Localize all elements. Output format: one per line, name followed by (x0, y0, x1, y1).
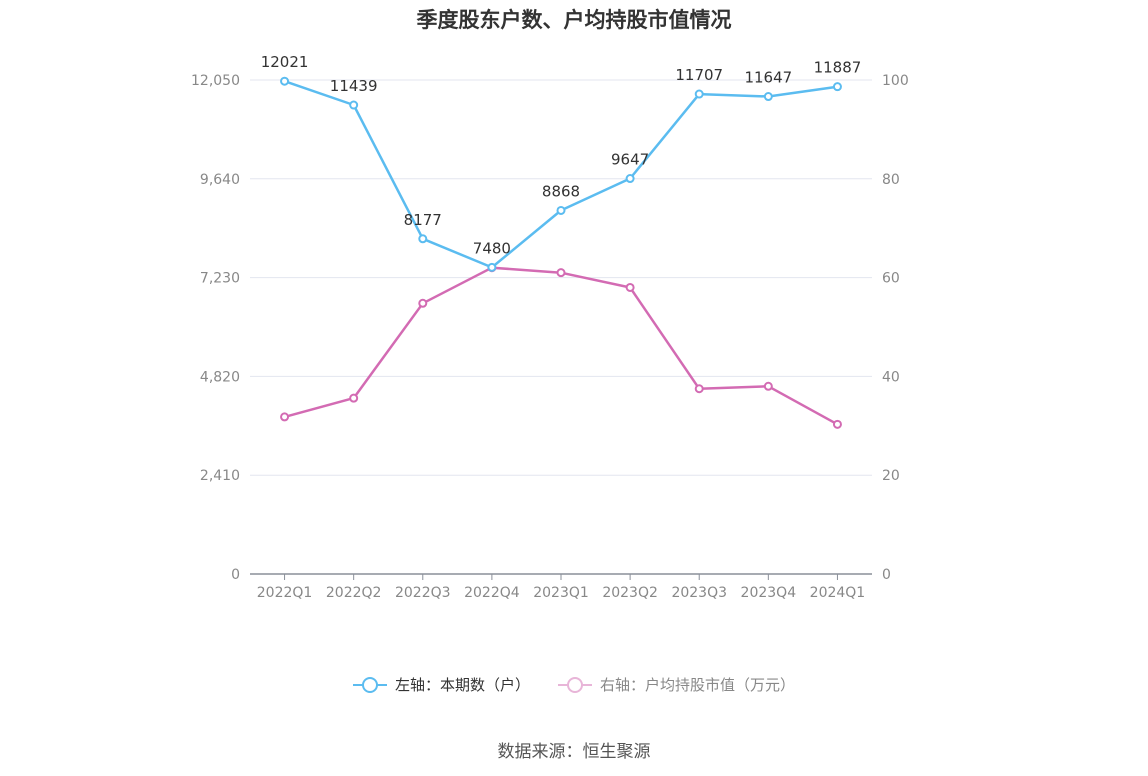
x-tick-label: 2022Q1 (257, 585, 313, 601)
series-line-left (284, 80, 838, 269)
data-label: 8177 (404, 211, 442, 229)
data-point-right (418, 298, 428, 308)
x-tick-label: 2023Q3 (671, 585, 727, 601)
data-label: 7480 (473, 239, 511, 257)
data-point-right (694, 384, 704, 394)
legend-item-left-axis[interactable]: 左轴：本期数（户） (352, 674, 530, 695)
legend-marker-blue-icon (352, 676, 387, 694)
data-label: 11707 (675, 66, 723, 84)
data-label: 11439 (330, 77, 378, 95)
y-left-tick-label: 12,050 (191, 73, 240, 89)
x-tick-label: 2023Q2 (602, 585, 658, 601)
data-point-left (349, 100, 359, 110)
x-tick-label: 2022Q4 (464, 585, 520, 601)
legend-marker-pink-icon (558, 676, 592, 694)
y-left-tick-label: 0 (231, 567, 240, 583)
x-tick-label: 2023Q1 (533, 585, 589, 601)
data-point-left (763, 92, 773, 102)
line-chart: 0 0 2,410 20 4,820 40 7,230 60 9,640 80 12,050 100 2… (191, 53, 909, 601)
series-line-right (284, 266, 839, 426)
data-point-left (625, 174, 635, 184)
y-right-tick-label: 100 (882, 73, 909, 89)
data-point-left (487, 262, 497, 272)
data-label: 12021 (261, 53, 309, 71)
x-tick-label: 2022Q3 (395, 585, 451, 601)
data-label: 11887 (814, 59, 862, 77)
data-source: 数据来源：恒生聚源 (497, 742, 651, 762)
legend-label-left: 左轴：本期数（户） (394, 676, 530, 694)
data-point-right (625, 282, 635, 292)
data-label: 11647 (744, 69, 792, 87)
data-point-left (694, 89, 704, 99)
y-left-tick-label: 2,410 (200, 468, 240, 484)
data-point-left (832, 82, 842, 92)
data-point-left (280, 76, 290, 86)
data-point-right (763, 381, 773, 391)
y-right-tick-label: 0 (882, 567, 891, 583)
x-tick-label: 2024Q1 (810, 585, 866, 601)
data-point-right (280, 412, 290, 422)
data-point-left (418, 234, 428, 244)
y-right-tick-label: 40 (882, 369, 900, 385)
x-tick-label: 2022Q2 (326, 585, 382, 601)
y-right-tick-label: 60 (882, 271, 900, 287)
chart-legend: 左轴：本期数（户） 右轴：户均持股市值（万元） (0, 674, 1148, 695)
legend-item-right-axis[interactable]: 右轴：户均持股市值（万元） (558, 674, 795, 695)
data-label: 8868 (542, 182, 580, 200)
data-point-left (556, 205, 566, 215)
data-point-right (349, 393, 359, 403)
y-left-tick-label: 9,640 (200, 172, 240, 188)
chart-title: 季度股东户数、户均持股市值情况 (416, 8, 732, 32)
x-tick-label: 2023Q4 (741, 585, 797, 601)
y-left-tick-label: 7,230 (200, 271, 240, 287)
y-left-tick-label: 4,820 (200, 369, 240, 385)
data-point-right (832, 419, 842, 429)
y-right-tick-label: 80 (882, 172, 900, 188)
data-point-right (556, 268, 566, 278)
data-label: 9647 (611, 151, 649, 169)
legend-label-right: 右轴：户均持股市值（万元） (600, 676, 796, 694)
y-right-tick-label: 20 (882, 468, 900, 484)
